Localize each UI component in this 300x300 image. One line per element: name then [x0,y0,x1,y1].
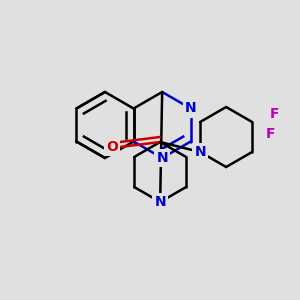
Text: F: F [266,127,275,141]
Text: N: N [154,195,166,209]
Text: N: N [156,151,168,165]
Text: N: N [185,101,197,116]
Text: O: O [106,140,118,154]
Text: N: N [194,145,206,159]
Text: F: F [269,107,279,121]
